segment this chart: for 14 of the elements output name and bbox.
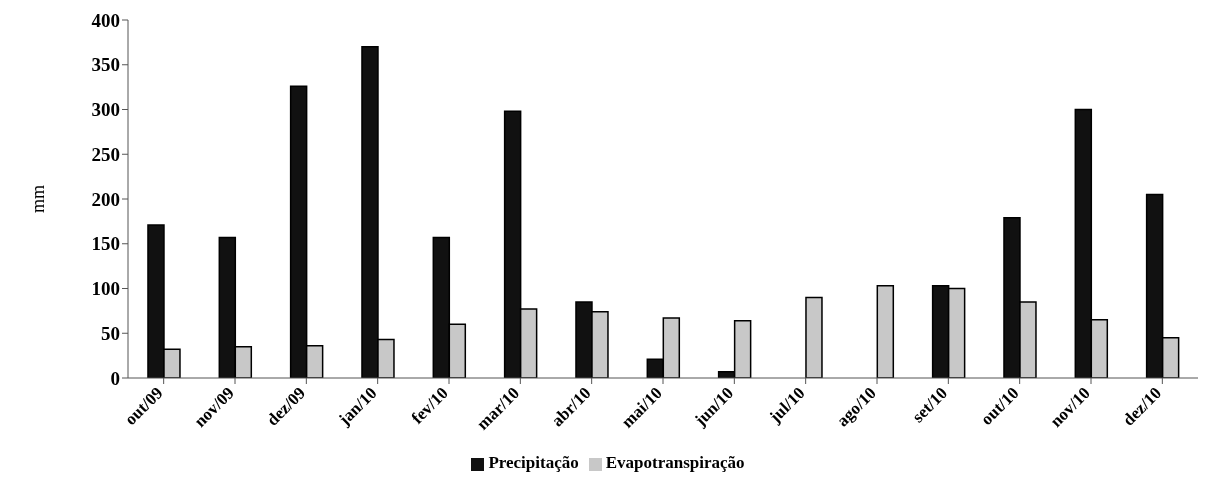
y-tick-label: 350 xyxy=(91,54,120,76)
y-tick-label: 100 xyxy=(91,278,120,300)
bar xyxy=(876,285,895,378)
y-tick-label: 50 xyxy=(101,322,120,344)
y-tick-label: 400 xyxy=(91,9,120,31)
y-tick-label: 150 xyxy=(91,233,120,255)
y-tick-label: 250 xyxy=(91,143,120,165)
y-tick-label: 200 xyxy=(91,188,120,210)
y-tick-label: 300 xyxy=(91,99,120,121)
legend-label: Evapotranspiração xyxy=(605,453,745,472)
legend-label: Precipitação xyxy=(488,453,579,472)
y-axis-title: mm xyxy=(28,184,49,214)
y-tick-label: 0 xyxy=(110,367,120,389)
bar xyxy=(805,296,823,378)
